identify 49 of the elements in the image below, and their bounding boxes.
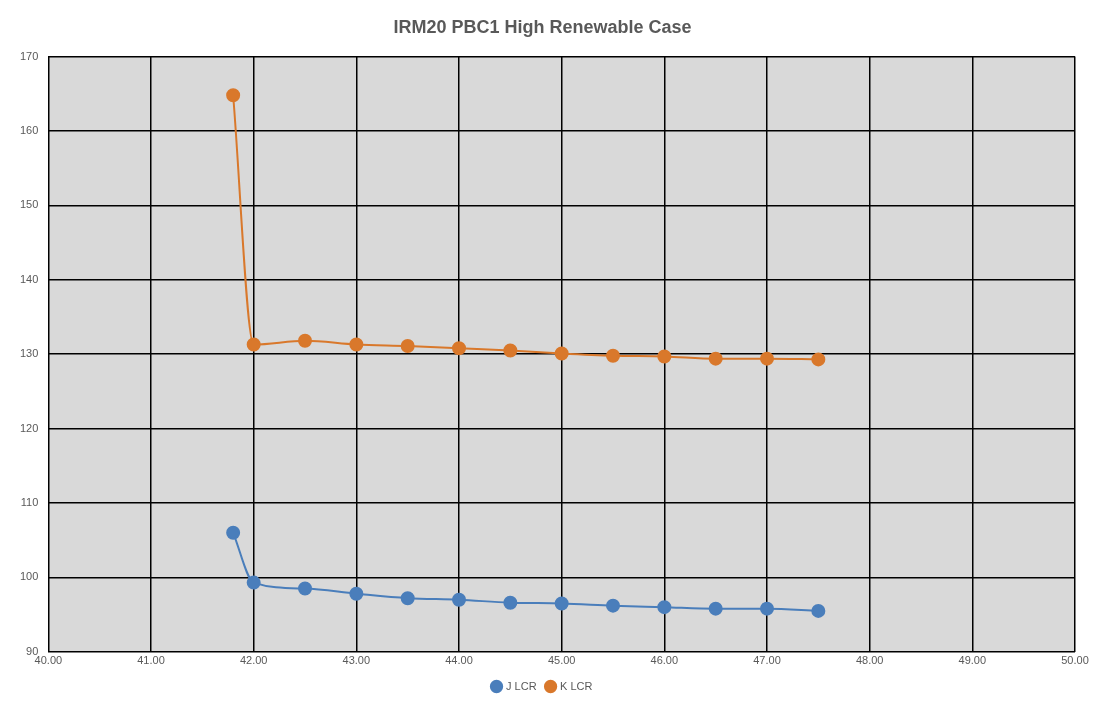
y-tick-label: 140 bbox=[19, 272, 39, 285]
point bbox=[708, 601, 723, 616]
point bbox=[657, 349, 672, 364]
point bbox=[226, 525, 241, 540]
point bbox=[400, 591, 415, 606]
point bbox=[708, 351, 723, 366]
y-tick-label: 100 bbox=[19, 570, 39, 583]
y-tick-label: 90 bbox=[26, 644, 39, 657]
point bbox=[811, 603, 826, 618]
point bbox=[606, 348, 621, 363]
point bbox=[226, 88, 241, 103]
point bbox=[452, 592, 467, 607]
y-tick-label: 110 bbox=[20, 496, 39, 509]
x-tick-label: 49.00 bbox=[958, 654, 987, 667]
point bbox=[606, 598, 621, 613]
x-tick-label: 48.00 bbox=[855, 654, 884, 667]
point bbox=[503, 343, 518, 358]
x-tick-label: 43.00 bbox=[342, 654, 371, 667]
y-tick-label: 170 bbox=[19, 49, 39, 62]
point bbox=[554, 346, 569, 361]
x-tick-label: 47.00 bbox=[753, 654, 781, 667]
point bbox=[657, 600, 672, 615]
x-tick-label: 44.00 bbox=[445, 654, 473, 667]
y-tick-label: 150 bbox=[19, 198, 39, 211]
chart-title: IRM20 PBC1 High Renewable Case bbox=[393, 16, 692, 37]
x-tick-label: 41.00 bbox=[137, 654, 165, 667]
point bbox=[452, 341, 467, 356]
y-tick-label: 160 bbox=[19, 124, 39, 137]
x-tick-label: 42.00 bbox=[239, 654, 268, 667]
point bbox=[554, 596, 569, 611]
point bbox=[811, 352, 826, 367]
legend-label: J LCR bbox=[506, 679, 537, 692]
y-tick-label: 120 bbox=[19, 421, 39, 434]
x-tick-label: 50.00 bbox=[1061, 654, 1089, 667]
x-tick-label: 46.00 bbox=[650, 654, 679, 667]
x-tick-label: 45.00 bbox=[547, 654, 576, 667]
point bbox=[760, 601, 775, 616]
point bbox=[298, 333, 313, 348]
y-tick-label: 130 bbox=[19, 347, 39, 360]
x-tick-label: 40.00 bbox=[34, 654, 63, 667]
point bbox=[246, 575, 261, 590]
point bbox=[349, 586, 364, 601]
point bbox=[298, 581, 313, 596]
point bbox=[349, 337, 364, 352]
legend-label: K LCR bbox=[560, 679, 593, 692]
point bbox=[760, 351, 775, 366]
point bbox=[503, 595, 518, 610]
point bbox=[246, 337, 261, 352]
point bbox=[400, 339, 415, 354]
